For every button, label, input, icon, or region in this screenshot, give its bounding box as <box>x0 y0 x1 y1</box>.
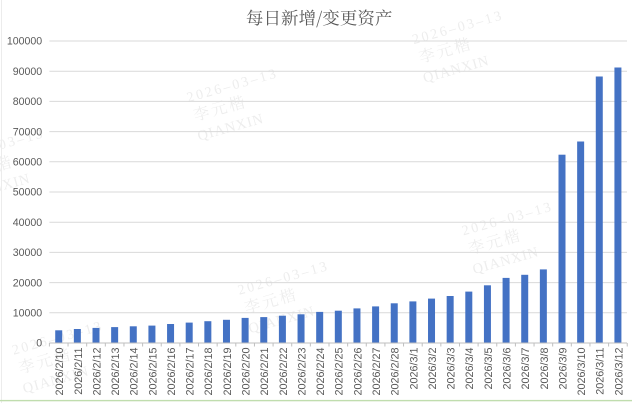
svg-text:100000: 100000 <box>7 36 42 48</box>
svg-text:2026/2/18: 2026/2/18 <box>203 348 215 396</box>
svg-text:2026/2/27: 2026/2/27 <box>371 348 383 396</box>
svg-text:2026/2/16: 2026/2/16 <box>166 348 178 396</box>
svg-text:2026/3/11: 2026/3/11 <box>595 348 607 395</box>
svg-text:90000: 90000 <box>13 66 43 78</box>
svg-text:2026/2/19: 2026/2/19 <box>222 348 234 396</box>
svg-text:2026/2/14: 2026/2/14 <box>129 348 141 396</box>
svg-text:2026/2/22: 2026/2/22 <box>278 348 290 396</box>
svg-text:60000: 60000 <box>13 157 43 169</box>
svg-text:2026/2/21: 2026/2/21 <box>259 348 271 396</box>
svg-text:2026/3/5: 2026/3/5 <box>483 348 495 390</box>
svg-text:2026/2/13: 2026/2/13 <box>110 348 122 396</box>
svg-text:2026/2/24: 2026/2/24 <box>315 348 327 396</box>
svg-text:2026/3/8: 2026/3/8 <box>539 348 551 390</box>
svg-text:20000: 20000 <box>13 277 43 289</box>
svg-text:2026/3/3: 2026/3/3 <box>446 348 458 390</box>
svg-text:2026/3/10: 2026/3/10 <box>576 348 588 396</box>
svg-text:2026/3/2: 2026/3/2 <box>427 348 439 390</box>
svg-text:2026/3/12: 2026/3/12 <box>613 348 625 396</box>
svg-text:50000: 50000 <box>13 187 43 199</box>
svg-text:2026/2/20: 2026/2/20 <box>241 348 253 396</box>
svg-text:2026/3/4: 2026/3/4 <box>464 348 476 390</box>
svg-text:2026/2/10: 2026/2/10 <box>54 348 66 396</box>
svg-text:2026/2/28: 2026/2/28 <box>390 348 402 396</box>
svg-text:2026/2/17: 2026/2/17 <box>185 348 197 396</box>
svg-text:70000: 70000 <box>13 126 43 138</box>
svg-text:2026/3/7: 2026/3/7 <box>520 348 532 390</box>
svg-text:40000: 40000 <box>13 217 43 229</box>
svg-text:2026/3/1: 2026/3/1 <box>408 348 420 390</box>
svg-text:2026/2/26: 2026/2/26 <box>352 348 364 396</box>
svg-text:80000: 80000 <box>13 96 43 108</box>
svg-text:2026/2/15: 2026/2/15 <box>147 348 159 396</box>
svg-text:10000: 10000 <box>13 308 43 320</box>
svg-text:30000: 30000 <box>13 247 43 259</box>
svg-text:2026/3/9: 2026/3/9 <box>557 348 569 390</box>
svg-text:2026/2/25: 2026/2/25 <box>334 348 346 396</box>
svg-text:2026/2/11: 2026/2/11 <box>73 348 85 395</box>
svg-text:2026/2/12: 2026/2/12 <box>91 348 103 396</box>
svg-text:2026/2/23: 2026/2/23 <box>296 348 308 396</box>
svg-text:0: 0 <box>36 338 42 350</box>
svg-text:2026/3/6: 2026/3/6 <box>501 348 513 390</box>
